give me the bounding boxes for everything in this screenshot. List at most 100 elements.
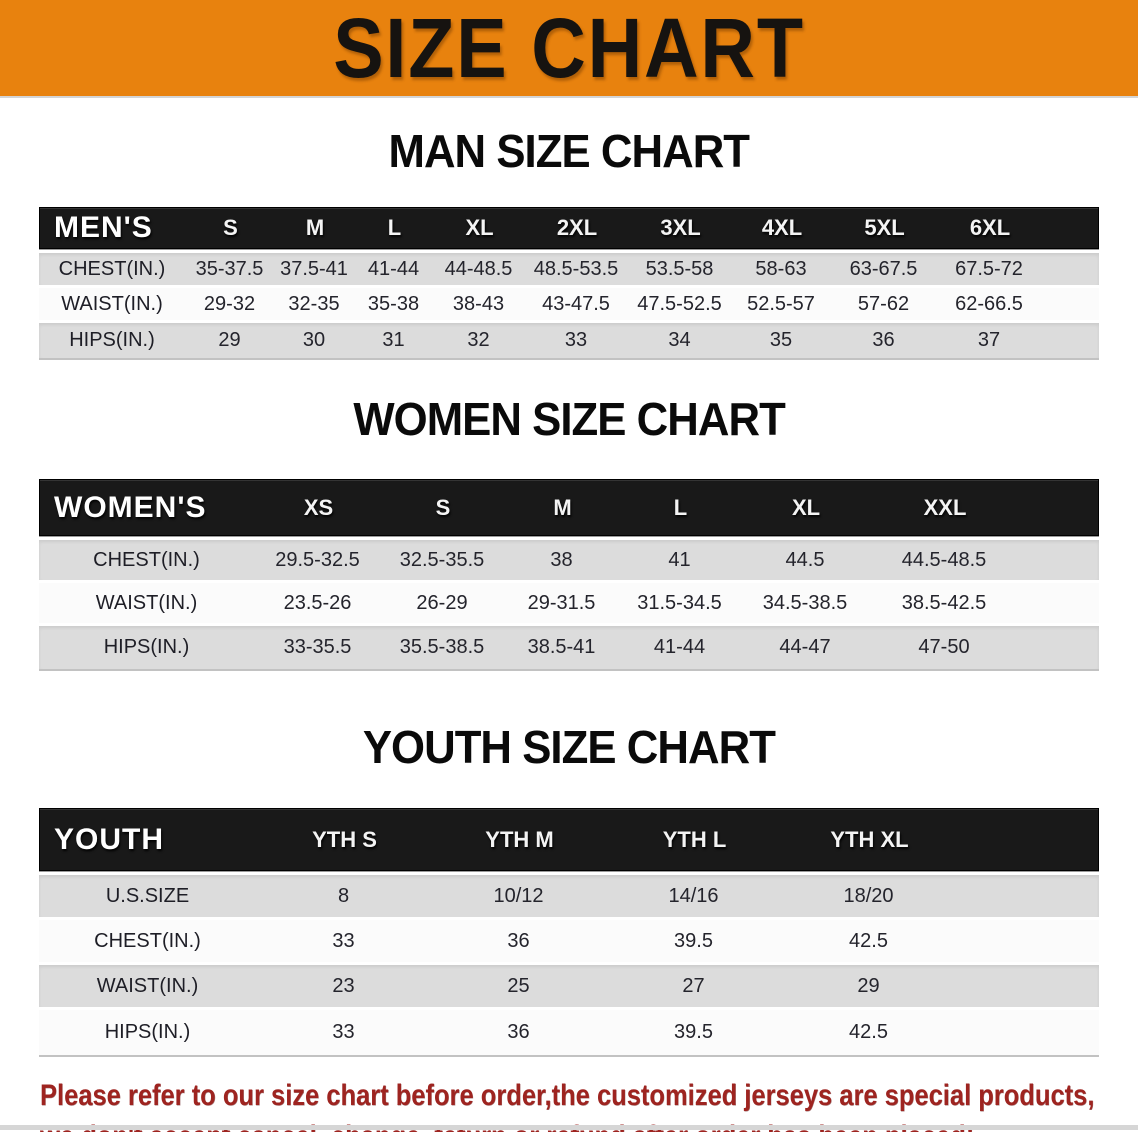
youth-size-table: YOUTH YTH S YTH M YTH L YTH XL U.S.SIZE 8 10/1…: [39, 808, 1099, 1057]
size-value: 37.5-41: [280, 257, 348, 280]
size-value: 44-48.5: [444, 257, 513, 280]
disclaimer-text: Please refer to our size chart before or…: [0, 1075, 1138, 1132]
size-column-header: YTH L: [662, 826, 727, 852]
size-column-header: 5XL: [864, 215, 905, 240]
row-label: WAIST(IN.): [96, 974, 199, 997]
row-label: CHEST(IN.): [94, 929, 201, 952]
measurement-row: HIPS(IN.) 29 30 31 32 33 34 35 36 37: [39, 323, 1099, 358]
row-label: CHEST(IN.): [58, 257, 166, 280]
row-label: HIPS(IN.): [103, 636, 190, 658]
size-value: 67.5-72: [955, 257, 1023, 280]
size-value: 32-35: [288, 292, 340, 315]
women-size-table: WOMEN'S XS S M L XL XXL CHEST(IN.) 29.5-32.5 32.…: [39, 479, 1099, 671]
size-value: 44.5: [785, 548, 825, 571]
size-column-header: M: [553, 494, 572, 520]
table-header-label: WOMEN'S: [54, 490, 207, 524]
size-value: 25: [507, 974, 530, 997]
size-value: 36: [507, 1021, 530, 1043]
size-column-header: 2XL: [556, 215, 598, 240]
size-value: 42.5: [849, 1021, 888, 1043]
size-column-header: YTH S: [312, 826, 377, 852]
women-section-heading: WOMEN SIZE CHART: [0, 396, 1138, 454]
size-value: 32.5-35.5: [399, 548, 485, 571]
size-value: 29-31.5: [527, 591, 596, 614]
size-value: 33: [564, 329, 588, 351]
size-column-header: 6XL: [969, 215, 1011, 240]
men-table-header-row: MEN'S S M L XL 2XL 3XL 4XL 5XL 6XL: [39, 207, 1099, 249]
bottom-edge-strip: [0, 1125, 1138, 1130]
size-value: 39.5: [674, 929, 713, 952]
men-size-table: MEN'S S M L XL 2XL 3XL 4XL 5XL 6XL CHEST(IN.) 35-3…: [39, 207, 1099, 360]
size-value: 36: [507, 929, 530, 952]
size-column-header: YTH XL: [830, 826, 909, 852]
size-value: 38-43: [452, 292, 505, 315]
row-label: U.S.SIZE: [105, 884, 190, 907]
man-section-heading: MAN SIZE CHART: [0, 128, 1138, 186]
size-value: 34.5-38.5: [762, 591, 848, 614]
size-value: 35: [769, 329, 793, 351]
size-value: 42.5: [849, 929, 888, 952]
size-value: 48.5-53.5: [533, 257, 619, 280]
banner-title: SIZE CHART: [333, 0, 805, 95]
size-value: 35.5-38.5: [399, 636, 485, 658]
size-value: 18/20: [843, 884, 894, 907]
size-value: 30: [302, 329, 326, 351]
size-value: 62-66.5: [955, 292, 1023, 315]
size-value: 35-37.5: [195, 257, 264, 280]
size-value: 33: [332, 929, 355, 952]
size-column-header: XXL: [923, 494, 967, 520]
measurement-row: HIPS(IN.) 33 36 39.5 42.5: [39, 1010, 1099, 1055]
size-value: 41-44: [653, 636, 706, 658]
measurement-row: CHEST(IN.) 33 36 39.5 42.5: [39, 920, 1099, 965]
size-column-header: XS: [303, 494, 334, 520]
measurement-row: CHEST(IN.) 35-37.5 37.5-41 41-44 44-48.5 48.5…: [39, 253, 1099, 288]
size-value: 29: [857, 974, 880, 997]
women-heading-text: WOMEN SIZE CHART: [353, 393, 785, 445]
size-value: 14/16: [668, 884, 719, 907]
size-column-header: 4XL: [761, 215, 803, 240]
youth-heading-text: YOUTH SIZE CHART: [362, 721, 776, 773]
youth-table-header-row: YOUTH YTH S YTH M YTH L YTH XL: [39, 808, 1099, 871]
size-value: 37: [977, 329, 1001, 351]
measurement-row: WAIST(IN.) 23 25 27 29: [39, 965, 1099, 1010]
measurement-row: WAIST(IN.) 23.5-26 26-29 29-31.5 31.5-34.5 34…: [39, 583, 1099, 626]
size-value: 29: [218, 329, 241, 351]
size-value: 10/12: [493, 884, 544, 907]
size-value: 34: [668, 329, 691, 351]
size-value: 23.5-26: [283, 591, 352, 614]
size-value: 58-63: [755, 257, 807, 280]
size-column-header: XL: [465, 215, 494, 240]
size-column-header: YTH M: [485, 826, 554, 852]
measurement-row: U.S.SIZE 8 10/12 14/16 18/20: [39, 875, 1099, 920]
size-column-header: XL: [791, 494, 821, 520]
size-value: 38: [550, 548, 573, 571]
women-table-header-row: WOMEN'S XS S M L XL XXL: [39, 479, 1099, 536]
size-value: 35-38: [367, 292, 420, 315]
size-value: 57-62: [857, 292, 910, 315]
size-column-header: S: [223, 215, 238, 240]
size-value: 33-35.5: [283, 636, 352, 658]
size-column-header: 3XL: [660, 215, 701, 240]
size-value: 39.5: [674, 1021, 713, 1043]
size-column-header: S: [435, 494, 451, 520]
size-column-header: L: [673, 494, 688, 520]
row-label: WAIST(IN.): [61, 292, 163, 315]
size-column-header: L: [387, 215, 402, 240]
youth-section-heading: YOUTH SIZE CHART: [0, 724, 1138, 782]
size-value: 38.5-42.5: [901, 591, 987, 614]
measurement-row: HIPS(IN.) 33-35.5 35.5-38.5 38.5-41 41-44 44-…: [39, 626, 1099, 669]
size-value: 53.5-58: [645, 257, 714, 280]
size-value: 29-32: [203, 292, 256, 315]
size-column-header: M: [305, 215, 325, 240]
size-value: 32: [467, 329, 490, 351]
size-value: 36: [872, 329, 895, 351]
size-value: 43-47.5: [542, 292, 610, 315]
table-header-label: MEN'S: [54, 211, 153, 244]
measurement-row: CHEST(IN.) 29.5-32.5 32.5-35.5 38 41 44.5 44.5…: [39, 540, 1099, 583]
size-value: 26-29: [416, 591, 468, 614]
size-value: 41-44: [367, 257, 420, 280]
size-value: 33: [332, 1021, 355, 1043]
row-label: CHEST(IN.): [93, 548, 200, 571]
size-value: 63-67.5: [849, 257, 918, 280]
